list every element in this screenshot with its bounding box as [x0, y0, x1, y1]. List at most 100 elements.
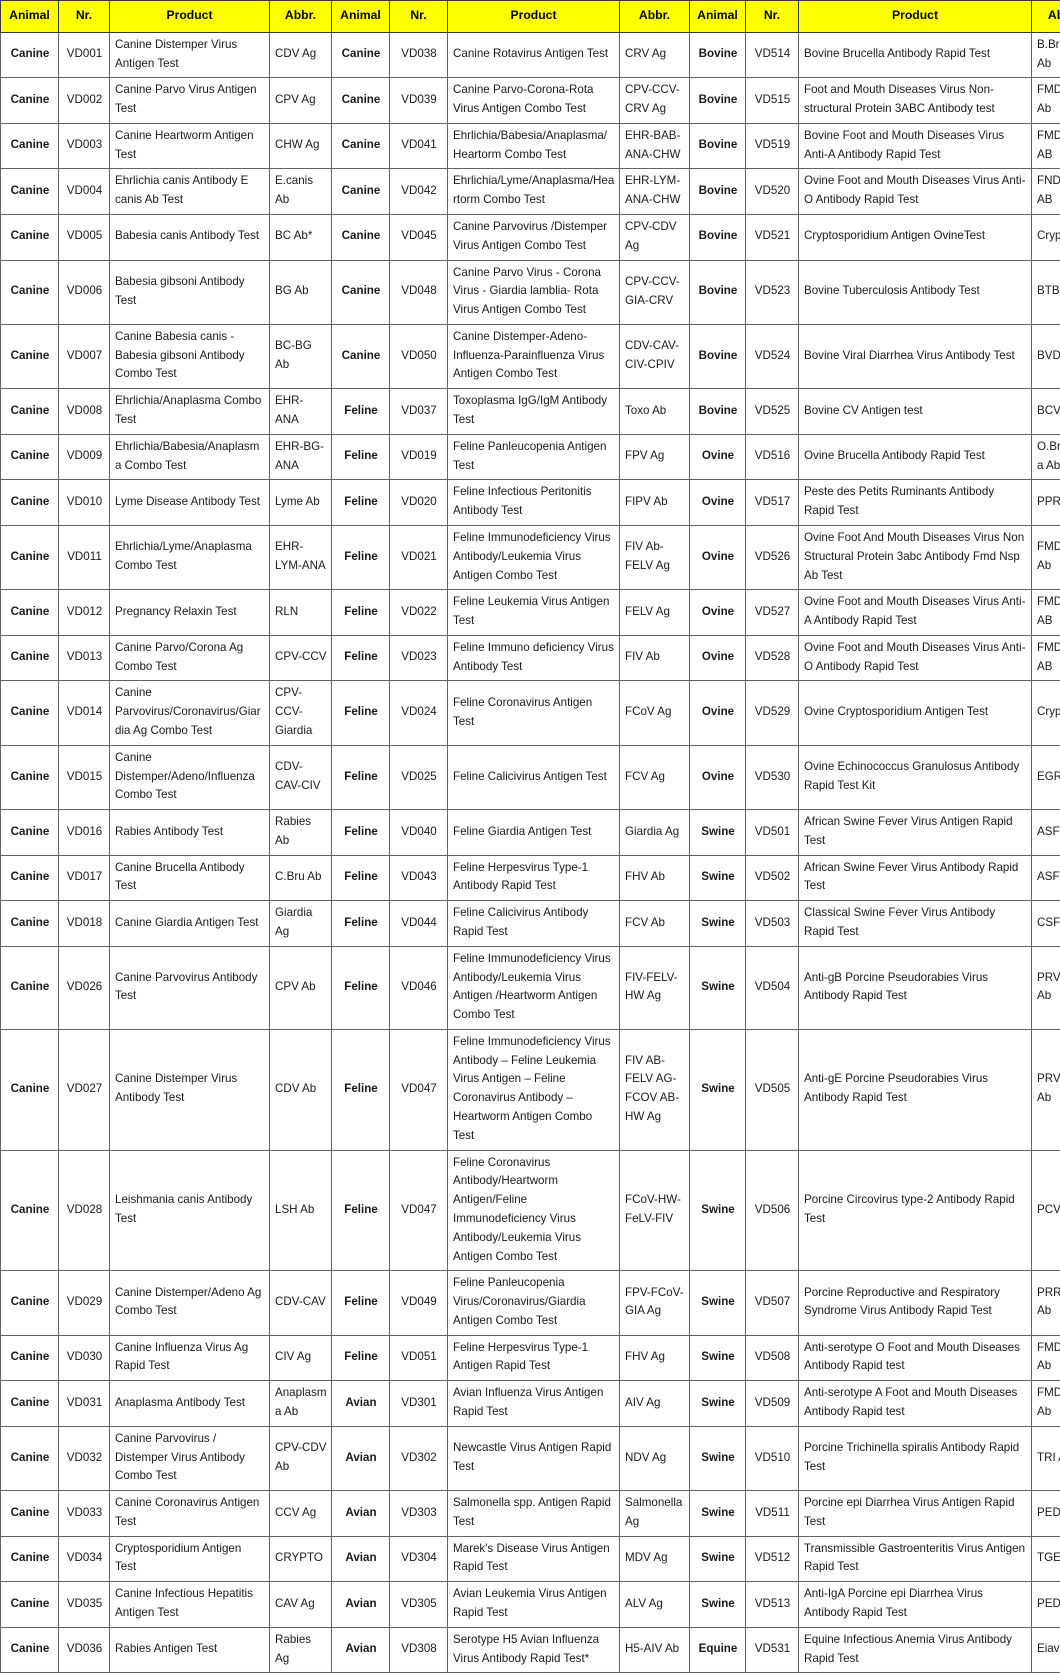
cell-prod-3: Bovine Viral Diarrhea Virus Antibody Tes…	[799, 324, 1032, 388]
cell-abbr-2: CDV-CAV-CIV-CPIV	[620, 324, 690, 388]
cell-animal-1: Canine	[1, 260, 59, 324]
cell-animal-1: Canine	[1, 1029, 59, 1150]
cell-abbr-1: LSH Ab	[270, 1150, 332, 1271]
cell-abbr-3: BTB Ab	[1032, 260, 1060, 324]
cell-animal-2: Avian	[332, 1627, 390, 1673]
cell-nr-3: VD527	[746, 590, 799, 636]
cell-animal-3: Swine	[690, 1335, 746, 1381]
cell-prod-1: Canine Brucella Antibody Test	[110, 855, 270, 901]
cell-animal-3: Ovine	[690, 434, 746, 480]
cell-abbr-2: FCV Ab	[620, 901, 690, 947]
cell-abbr-2: CPV-CCV-CRV Ag	[620, 78, 690, 124]
cell-nr-2: VD020	[390, 480, 448, 526]
cell-animal-3: Swine	[690, 1381, 746, 1427]
cell-abbr-1: CDV-CAV-CIV	[270, 745, 332, 809]
cell-nr-1: VD032	[59, 1426, 110, 1490]
cell-animal-3: Bovine	[690, 389, 746, 435]
cell-abbr-3: FMDV-O Ab	[1032, 1335, 1060, 1381]
cell-animal-1: Canine	[1, 946, 59, 1029]
cell-prod-1: Ehrlichia/Anaplasma Combo Test	[110, 389, 270, 435]
cell-abbr-3: FMDV-A Ab	[1032, 1381, 1060, 1427]
cell-abbr-2: EHR-LYM-ANA-CHW	[620, 169, 690, 215]
cell-animal-1: Canine	[1, 810, 59, 856]
cell-abbr-1: BG Ab	[270, 260, 332, 324]
cell-abbr-1: CPV-CDV Ab	[270, 1426, 332, 1490]
cell-nr-1: VD026	[59, 946, 110, 1029]
cell-nr-1: VD029	[59, 1271, 110, 1335]
cell-nr-2: VD042	[390, 169, 448, 215]
cell-prod-1: Canine Parvovirus/Coronavirus/Giardia Ag…	[110, 681, 270, 745]
cell-animal-3: Bovine	[690, 324, 746, 388]
cell-nr-1: VD036	[59, 1627, 110, 1673]
cell-prod-2: Newcastle Virus Antigen Rapid Test	[448, 1426, 620, 1490]
cell-nr-3: VD506	[746, 1150, 799, 1271]
cell-nr-1: VD004	[59, 169, 110, 215]
cell-abbr-2: FCoV Ag	[620, 681, 690, 745]
cell-animal-1: Canine	[1, 1627, 59, 1673]
cell-animal-2: Feline	[332, 946, 390, 1029]
cell-nr-2: VD039	[390, 78, 448, 124]
cell-abbr-1: EHR-LYM-ANA	[270, 525, 332, 589]
cell-animal-1: Canine	[1, 901, 59, 947]
cell-prod-1: Cryptosporidium Antigen Test	[110, 1536, 270, 1582]
cell-abbr-1: CPV-CCV	[270, 635, 332, 681]
cell-prod-2: Feline Infectious Peritonitis Antibody T…	[448, 480, 620, 526]
cell-animal-3: Bovine	[690, 78, 746, 124]
cell-nr-2: VD045	[390, 215, 448, 261]
cell-abbr-1: Lyme Ab	[270, 480, 332, 526]
cell-nr-2: VD021	[390, 525, 448, 589]
cell-prod-1: Rabies Antigen Test	[110, 1627, 270, 1673]
cell-nr-2: VD308	[390, 1627, 448, 1673]
column-header-abbr-2: Abbr.	[620, 1, 690, 33]
cell-abbr-1: CDV-CAV	[270, 1271, 332, 1335]
cell-abbr-2: CRV Ag	[620, 32, 690, 78]
cell-animal-1: Canine	[1, 1582, 59, 1628]
cell-prod-1: Babesia canis Antibody Test	[110, 215, 270, 261]
cell-abbr-2: FCV Ag	[620, 745, 690, 809]
cell-nr-3: VD529	[746, 681, 799, 745]
cell-animal-3: Swine	[690, 1536, 746, 1582]
cell-nr-3: VD514	[746, 32, 799, 78]
cell-animal-3: Swine	[690, 1491, 746, 1537]
cell-nr-2: VD303	[390, 1491, 448, 1537]
cell-abbr-1: CCV Ag	[270, 1491, 332, 1537]
cell-abbr-3: PEDV-IgA	[1032, 1582, 1060, 1628]
cell-animal-2: Canine	[332, 260, 390, 324]
cell-prod-1: Pregnancy Relaxin Test	[110, 590, 270, 636]
column-header-product-2: Product	[448, 1, 620, 33]
cell-prod-1: Canine Distemper/Adeno/Influenza Combo T…	[110, 745, 270, 809]
cell-animal-3: Ovine	[690, 590, 746, 636]
cell-abbr-3: PPR Ab	[1032, 480, 1060, 526]
cell-prod-3: Classical Swine Fever Virus Antibody Rap…	[799, 901, 1032, 947]
cell-animal-1: Canine	[1, 635, 59, 681]
cell-nr-2: VD046	[390, 946, 448, 1029]
cell-prod-3: Anti-gB Porcine Pseudorabies Virus Antib…	[799, 946, 1032, 1029]
cell-animal-2: Feline	[332, 389, 390, 435]
cell-prod-2: Avian Leukemia Virus Antigen Rapid Test	[448, 1582, 620, 1628]
cell-nr-1: VD008	[59, 389, 110, 435]
cell-prod-1: Canine Parvovirus / Distemper Virus Anti…	[110, 1426, 270, 1490]
cell-abbr-3: BCV Ag T	[1032, 389, 1060, 435]
cell-nr-3: VD516	[746, 434, 799, 480]
cell-animal-3: Swine	[690, 855, 746, 901]
cell-animal-2: Avian	[332, 1582, 390, 1628]
cell-abbr-2: Giardia Ag	[620, 810, 690, 856]
cell-abbr-2: FIV-FELV-HW Ag	[620, 946, 690, 1029]
cell-abbr-3: PRV-gE Ab	[1032, 1029, 1060, 1150]
cell-animal-2: Feline	[332, 1150, 390, 1271]
cell-abbr-1: CPV Ag	[270, 78, 332, 124]
cell-abbr-1: CDV Ag	[270, 32, 332, 78]
cell-prod-2: Feline Coronavirus Antigen Test	[448, 681, 620, 745]
cell-prod-1: Canine Giardia Antigen Test	[110, 901, 270, 947]
cell-abbr-3: Eiav Ab	[1032, 1627, 1060, 1673]
cell-abbr-2: FPV-FCoV-GIA Ag	[620, 1271, 690, 1335]
cell-animal-1: Canine	[1, 215, 59, 261]
cell-animal-2: Feline	[332, 681, 390, 745]
cell-nr-3: VD505	[746, 1029, 799, 1150]
cell-nr-2: VD047	[390, 1029, 448, 1150]
